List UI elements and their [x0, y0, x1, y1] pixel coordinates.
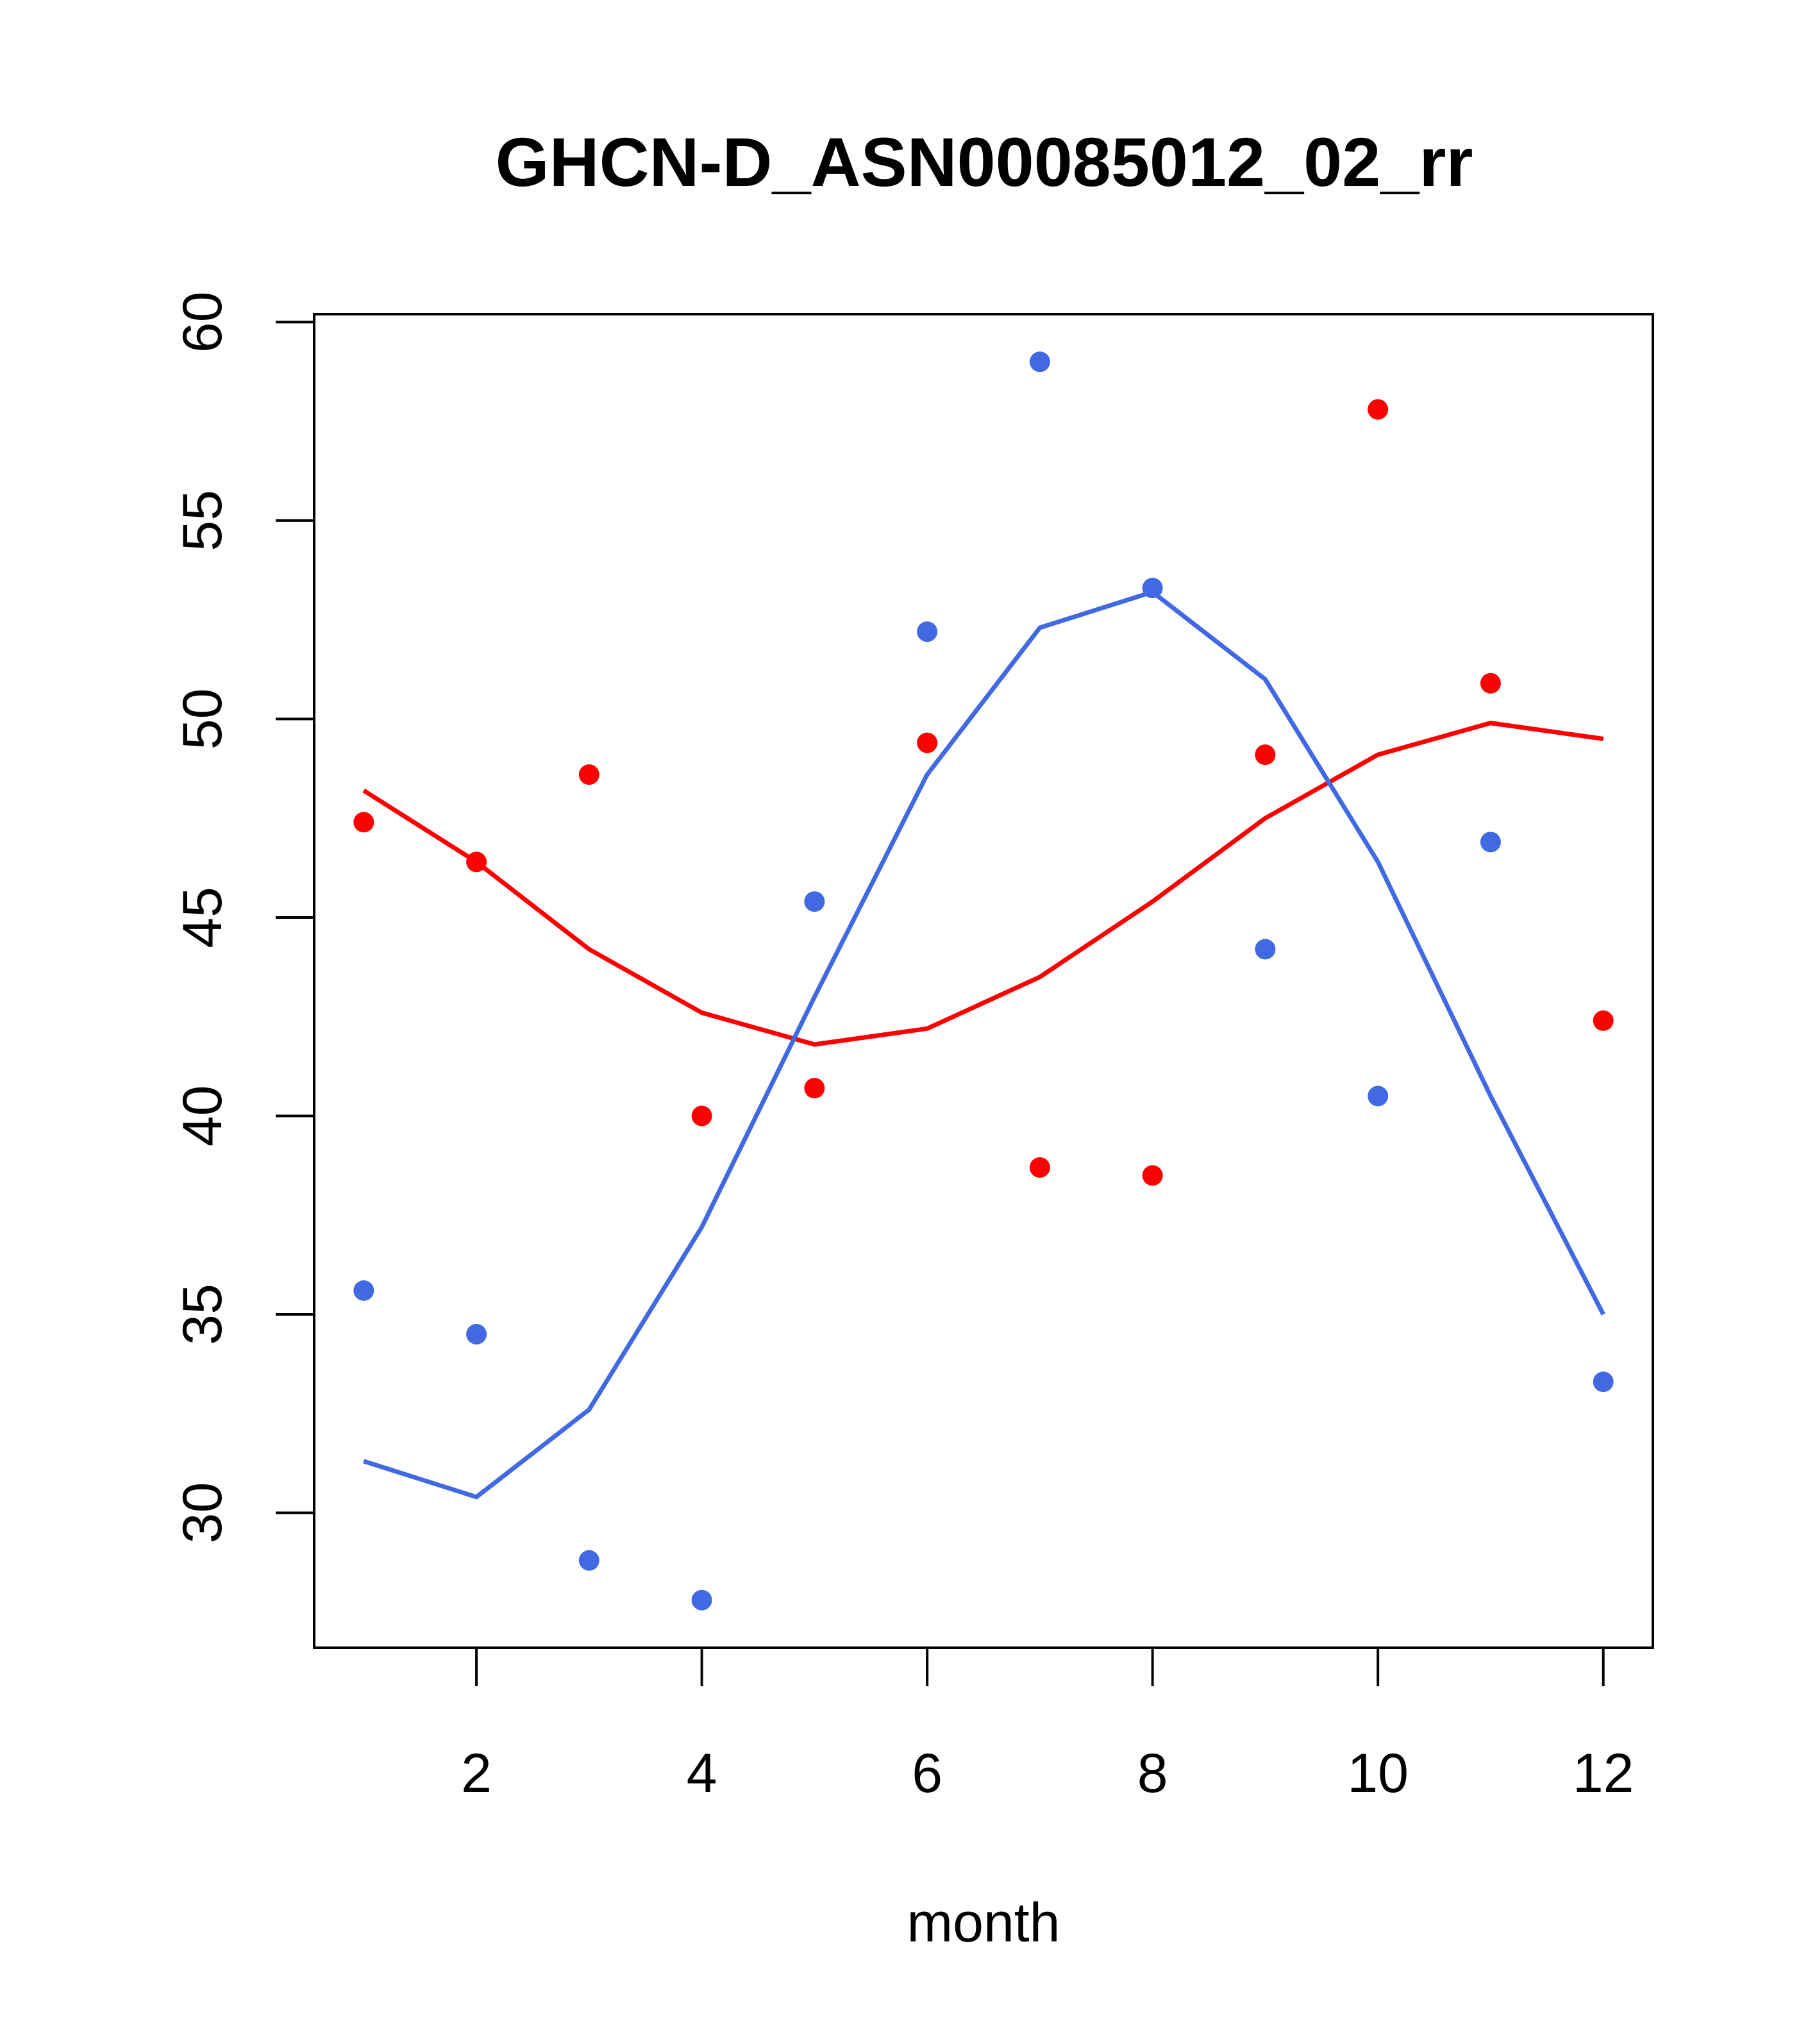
data-point-0-2: [578, 764, 599, 785]
plot-frame: [313, 313, 1654, 1649]
y-tick-label: 60: [172, 292, 233, 353]
x-tick-label: 4: [687, 1743, 717, 1804]
series-lines: [362, 589, 1605, 1500]
data-point-0-11: [1593, 1010, 1614, 1031]
data-point-0-8: [1255, 744, 1276, 766]
x-tick-label: 10: [1347, 1743, 1409, 1804]
data-point-1-1: [466, 1323, 487, 1345]
data-point-0-7: [1142, 1165, 1163, 1186]
data-point-0-5: [917, 732, 938, 753]
data-point-1-7: [1142, 578, 1163, 599]
y-tick-label: 50: [172, 689, 233, 750]
y-axis: 30 35 40 45 50 55 60: [172, 292, 315, 1544]
y-tick-label: 40: [172, 1085, 233, 1147]
x-tick-label: 2: [461, 1743, 492, 1804]
data-point-1-5: [917, 621, 938, 642]
y-tick-label: 45: [172, 887, 233, 948]
data-point-1-4: [804, 891, 825, 912]
x-axis-label: month: [907, 1892, 1060, 1954]
x-tick-label: 8: [1137, 1743, 1168, 1804]
data-point-1-11: [1593, 1371, 1614, 1393]
data-point-1-2: [578, 1550, 599, 1571]
x-tick-label: 12: [1573, 1743, 1634, 1804]
data-point-1-8: [1255, 939, 1276, 960]
y-tick-label: 35: [172, 1284, 233, 1345]
data-point-0-1: [466, 851, 487, 873]
data-point-0-10: [1480, 673, 1501, 694]
data-point-1-0: [353, 1280, 374, 1301]
y-tick-label: 30: [172, 1482, 233, 1544]
series-line-3: [363, 589, 1605, 1500]
series-line-2: [362, 721, 1604, 1047]
series-points: [353, 351, 1614, 1611]
data-point-1-6: [1029, 351, 1050, 373]
data-point-1-3: [691, 1589, 712, 1611]
data-point-0-6: [1029, 1157, 1050, 1178]
data-point-0-3: [691, 1105, 712, 1127]
x-axis: 2 4 6 8 10 12: [461, 1646, 1634, 1804]
data-point-0-0: [353, 812, 374, 833]
data-point-1-9: [1368, 1085, 1389, 1107]
data-point-1-10: [1480, 832, 1501, 853]
data-point-0-4: [804, 1078, 825, 1099]
x-tick-label: 6: [912, 1743, 942, 1804]
data-point-0-9: [1368, 399, 1389, 420]
y-tick-label: 55: [172, 490, 233, 551]
chart-title: GHCN-D_ASN00085012_02_rr: [496, 123, 1473, 201]
